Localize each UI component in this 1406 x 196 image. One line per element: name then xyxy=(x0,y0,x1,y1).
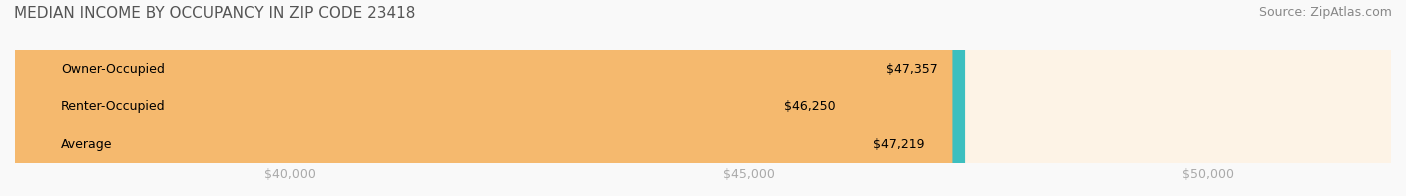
Text: Average: Average xyxy=(60,138,112,151)
Text: $46,250: $46,250 xyxy=(785,100,837,113)
Text: $47,219: $47,219 xyxy=(873,138,925,151)
FancyBboxPatch shape xyxy=(15,0,863,196)
Text: Renter-Occupied: Renter-Occupied xyxy=(60,100,166,113)
Text: $47,357: $47,357 xyxy=(886,63,938,76)
Text: Source: ZipAtlas.com: Source: ZipAtlas.com xyxy=(1258,6,1392,19)
Text: Owner-Occupied: Owner-Occupied xyxy=(60,63,165,76)
FancyBboxPatch shape xyxy=(15,0,965,196)
FancyBboxPatch shape xyxy=(15,0,1391,196)
Text: MEDIAN INCOME BY OCCUPANCY IN ZIP CODE 23418: MEDIAN INCOME BY OCCUPANCY IN ZIP CODE 2… xyxy=(14,6,415,21)
FancyBboxPatch shape xyxy=(15,0,1391,196)
FancyBboxPatch shape xyxy=(15,0,1391,196)
FancyBboxPatch shape xyxy=(15,0,952,196)
